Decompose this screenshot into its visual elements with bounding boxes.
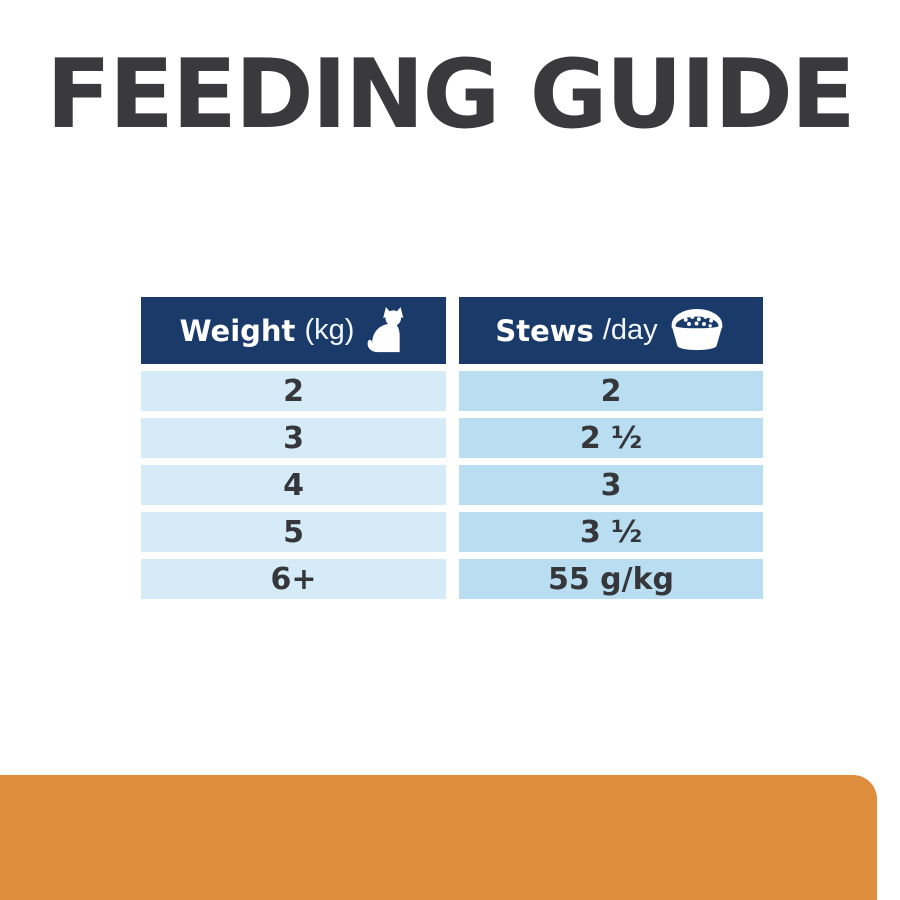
stews-cell: 55 g/kg — [459, 559, 763, 599]
stews-column-header: Stews /day — [459, 297, 763, 364]
weight-cell: 3 — [141, 418, 446, 458]
food-bowl-icon — [671, 308, 722, 351]
stews-cell: 2 — [459, 371, 763, 411]
weight-header-label: Weight — [179, 313, 296, 348]
weight-cell: 4 — [141, 465, 446, 505]
stews-cell: 3 ½ — [459, 512, 763, 552]
weight-cell: 5 — [141, 512, 446, 552]
orange-footer-bar — [0, 775, 877, 900]
cat-icon — [367, 306, 404, 352]
weight-cell: 2 — [141, 371, 446, 411]
page-title: FEEDING GUIDE — [46, 40, 856, 150]
stews-cell: 2 ½ — [459, 418, 763, 458]
stews-header-label: Stews — [495, 313, 594, 348]
weight-unit-label: (kg) — [304, 314, 355, 346]
stews-unit-label: /day — [602, 314, 658, 346]
weight-column-header: Weight (kg) — [141, 297, 446, 364]
stews-cell: 3 — [459, 465, 763, 505]
feeding-guide-table: Weight (kg) Stews /day — [141, 297, 763, 599]
weight-cell: 6+ — [141, 559, 446, 599]
